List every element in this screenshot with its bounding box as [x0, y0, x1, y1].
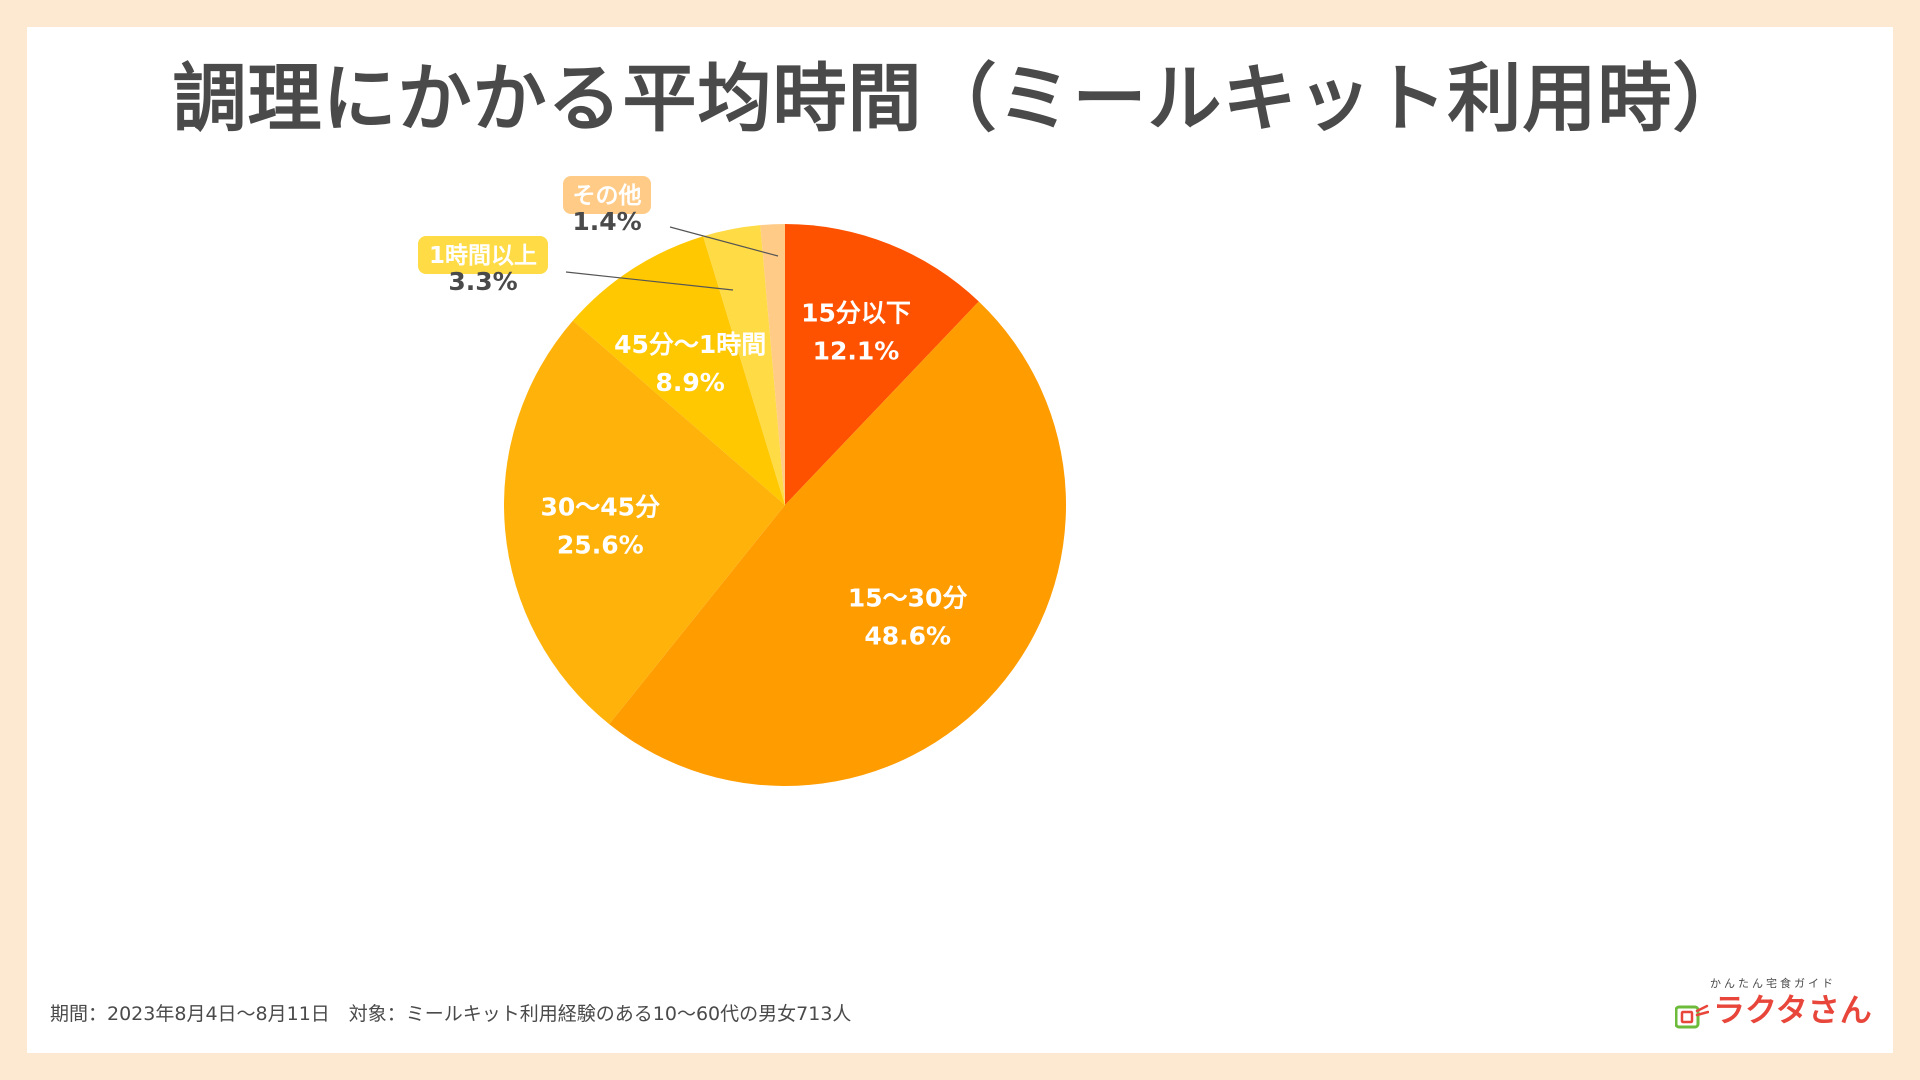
callout-chip-other — [563, 176, 651, 214]
callout-line-other — [669, 226, 779, 257]
slice-label-45min-1h: 45分〜1時間 — [614, 330, 766, 359]
callout-value-other: 1.4% — [572, 207, 641, 236]
pie-slice-under-15min — [785, 224, 979, 505]
slice-value-30-45min: 25.6% — [557, 531, 644, 560]
logo-tagline: かんたん宅食ガイド — [1710, 977, 1836, 990]
pie-slice-45min-1h — [572, 236, 785, 505]
bento-box-icon — [1675, 1004, 1709, 1029]
rakuta-logo: かんたん宅食ガイド ラクタさん — [1675, 978, 1875, 1038]
survey-footnote: 期間：2023年8月4日〜8月11日 対象：ミールキット利用経験のある10〜60… — [50, 1003, 852, 1025]
callout-chip-over-1h — [418, 236, 548, 274]
slice-label-15-30min: 15〜30分 — [848, 583, 968, 612]
chart-title: 調理にかかる平均時間（ミールキット利用時） — [172, 56, 1748, 142]
pie-slice-30-45min — [504, 320, 785, 725]
callout-label-over-1h: 1時間以上 — [429, 243, 537, 269]
pie-slice-other — [760, 224, 785, 505]
slice-value-15-30min: 48.6% — [864, 621, 951, 650]
pie-slice-over-1h — [703, 225, 785, 505]
callout-line-over-1h — [565, 271, 734, 291]
slice-value-under-15min: 12.1% — [813, 337, 900, 366]
pie-slices — [504, 224, 1067, 786]
pie-slice-15-30min — [609, 301, 1067, 786]
slice-label-under-15min: 15分以下 — [801, 299, 911, 328]
pie-labels: 15分以下 12.1% 15〜30分 48.6% 30〜45分 25.6% 45分〜1時間 8… — [418, 176, 967, 650]
callout-value-over-1h: 3.3% — [448, 267, 517, 296]
slice-label-30-45min: 30〜45分 — [540, 493, 660, 522]
callout-label-other: その他 — [573, 183, 642, 209]
slice-value-45min-1h: 8.9% — [656, 368, 725, 397]
logo-name: ラクタさん — [1713, 991, 1872, 1029]
